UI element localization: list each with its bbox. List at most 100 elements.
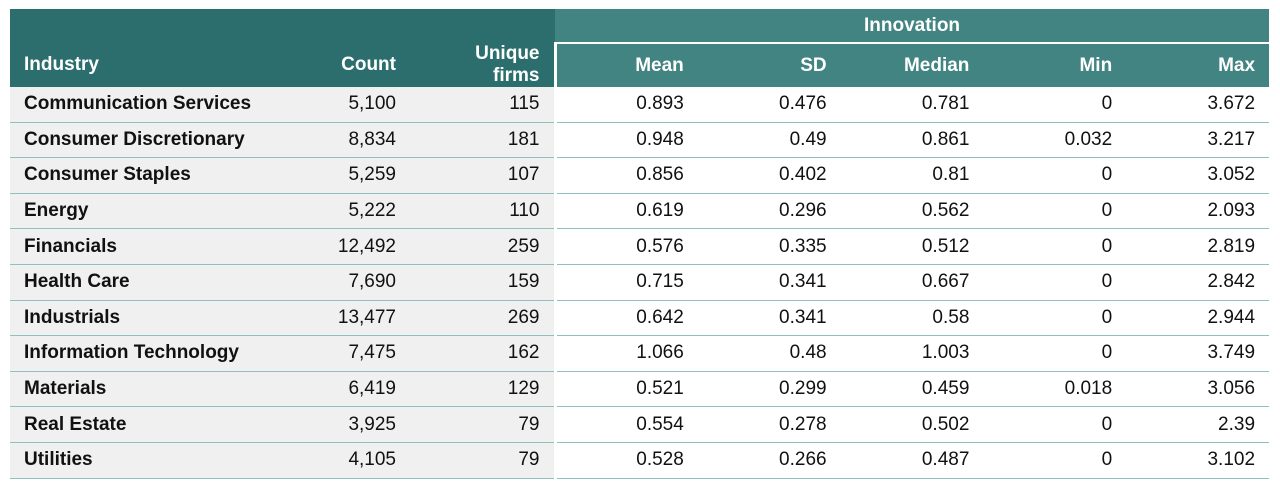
cell-min: 0 <box>983 157 1127 194</box>
col-header-median: Median <box>840 42 984 87</box>
cell-unique-firms: 79 <box>410 406 557 443</box>
col-header-max: Max <box>1126 42 1270 87</box>
cell-median: 0.512 <box>840 228 984 265</box>
cell-median: 0.487 <box>840 442 984 479</box>
cell-mean: 0.619 <box>555 193 698 230</box>
cell-min: 0 <box>983 87 1127 123</box>
cell-min: 0 <box>983 228 1127 265</box>
cell-unique-firms: 162 <box>410 335 557 372</box>
cell-industry: Communication Services <box>10 87 310 123</box>
cell-unique-firms: 107 <box>410 157 557 194</box>
cell-count: 5,259 <box>310 157 410 194</box>
cell-count: 7,690 <box>310 264 410 301</box>
cell-sd: 0.299 <box>697 371 841 408</box>
cell-sd: 0.49 <box>697 122 841 159</box>
table-body: Communication Services 5,100 115 0.893 0.476… <box>10 87 1270 479</box>
cell-count: 7,475 <box>310 335 410 372</box>
table-row: Utilities 4,105 79 0.528 0.266 0.487 0 3.102 <box>10 442 1270 479</box>
cell-max: 2.944 <box>1126 300 1270 337</box>
cell-max: 2.842 <box>1126 264 1270 301</box>
cell-mean: 0.528 <box>555 442 698 479</box>
cell-industry: Information Technology <box>10 335 310 372</box>
cell-sd: 0.341 <box>697 300 841 337</box>
cell-industry: Health Care <box>10 264 310 301</box>
cell-max: 3.672 <box>1126 87 1270 123</box>
cell-max: 3.102 <box>1126 442 1270 479</box>
cell-industry: Consumer Staples <box>10 157 310 194</box>
cell-min: 0 <box>983 193 1127 230</box>
table-row: Consumer Staples 5,259 107 0.856 0.402 0.81 0 3… <box>10 157 1270 194</box>
cell-unique-firms: 269 <box>410 300 557 337</box>
cell-industry: Financials <box>10 228 310 265</box>
table-row: Financials 12,492 259 0.576 0.335 0.512 0 2.819 <box>10 228 1270 265</box>
innovation-table: Innovation Industry Count Unique firms M… <box>10 9 1270 479</box>
cell-industry: Energy <box>10 193 310 230</box>
cell-median: 0.58 <box>840 300 984 337</box>
cell-sd: 0.341 <box>697 264 841 301</box>
cell-max: 2.39 <box>1126 406 1270 443</box>
cell-mean: 0.576 <box>555 228 698 265</box>
cell-count: 13,477 <box>310 300 410 337</box>
table-row: Real Estate 3,925 79 0.554 0.278 0.502 0 2.39 <box>10 406 1270 443</box>
cell-max: 3.749 <box>1126 335 1270 372</box>
cell-count: 4,105 <box>310 442 410 479</box>
cell-sd: 0.278 <box>697 406 841 443</box>
table-row: Industrials 13,477 269 0.642 0.341 0.58 0 2.944 <box>10 300 1270 337</box>
cell-unique-firms: 110 <box>410 193 557 230</box>
cell-mean: 0.856 <box>555 157 698 194</box>
cell-count: 3,925 <box>310 406 410 443</box>
innovation-table-container: Innovation Industry Count Unique firms M… <box>10 9 1270 479</box>
header-group-row: Innovation <box>10 9 1270 43</box>
table-row: Energy 5,222 110 0.619 0.296 0.562 0 2.093 <box>10 193 1270 230</box>
cell-median: 0.502 <box>840 406 984 443</box>
cell-min: 0.032 <box>983 122 1127 159</box>
cell-median: 0.459 <box>840 371 984 408</box>
table-row: Materials 6,419 129 0.521 0.299 0.459 0.018 3.0… <box>10 371 1270 408</box>
cell-count: 5,100 <box>310 87 410 123</box>
header-row: Industry Count Unique firms Mean SD Medi… <box>10 42 1270 87</box>
cell-min: 0.018 <box>983 371 1127 408</box>
cell-max: 3.052 <box>1126 157 1270 194</box>
cell-mean: 0.521 <box>555 371 698 408</box>
cell-min: 0 <box>983 264 1127 301</box>
table-row: Communication Services 5,100 115 0.893 0.476… <box>10 87 1270 123</box>
cell-unique-firms: 181 <box>410 122 557 159</box>
cell-median: 0.861 <box>840 122 984 159</box>
cell-max: 2.819 <box>1126 228 1270 265</box>
cell-sd: 0.402 <box>697 157 841 194</box>
innovation-group-header: Innovation <box>555 9 1270 43</box>
cell-min: 0 <box>983 335 1127 372</box>
table-row: Information Technology 7,475 162 1.066 0.48 1… <box>10 335 1270 372</box>
col-header-industry: Industry <box>10 43 310 87</box>
cell-count: 8,834 <box>310 122 410 159</box>
cell-median: 0.81 <box>840 157 984 194</box>
cell-median: 0.667 <box>840 264 984 301</box>
cell-median: 0.562 <box>840 193 984 230</box>
cell-min: 0 <box>983 406 1127 443</box>
cell-unique-firms: 79 <box>410 442 557 479</box>
cell-mean: 0.715 <box>555 264 698 301</box>
cell-min: 0 <box>983 442 1127 479</box>
cell-sd: 0.266 <box>697 442 841 479</box>
cell-industry: Industrials <box>10 300 310 337</box>
cell-max: 3.056 <box>1126 371 1270 408</box>
cell-sd: 0.48 <box>697 335 841 372</box>
cell-median: 0.781 <box>840 87 984 123</box>
cell-max: 2.093 <box>1126 193 1270 230</box>
col-header-count: Count <box>310 43 410 87</box>
col-header-min: Min <box>983 42 1127 87</box>
cell-sd: 0.476 <box>697 87 841 123</box>
cell-mean: 0.554 <box>555 406 698 443</box>
cell-count: 12,492 <box>310 228 410 265</box>
cell-unique-firms: 129 <box>410 371 557 408</box>
cell-count: 5,222 <box>310 193 410 230</box>
col-header-unique-firms: Unique firms <box>410 43 557 87</box>
cell-unique-firms: 159 <box>410 264 557 301</box>
table-row: Consumer Discretionary 8,834 181 0.948 0.49 0… <box>10 122 1270 159</box>
col-header-sd: SD <box>697 42 841 87</box>
cell-industry: Consumer Discretionary <box>10 122 310 159</box>
cell-sd: 0.335 <box>697 228 841 265</box>
cell-sd: 0.296 <box>697 193 841 230</box>
cell-unique-firms: 259 <box>410 228 557 265</box>
cell-median: 1.003 <box>840 335 984 372</box>
